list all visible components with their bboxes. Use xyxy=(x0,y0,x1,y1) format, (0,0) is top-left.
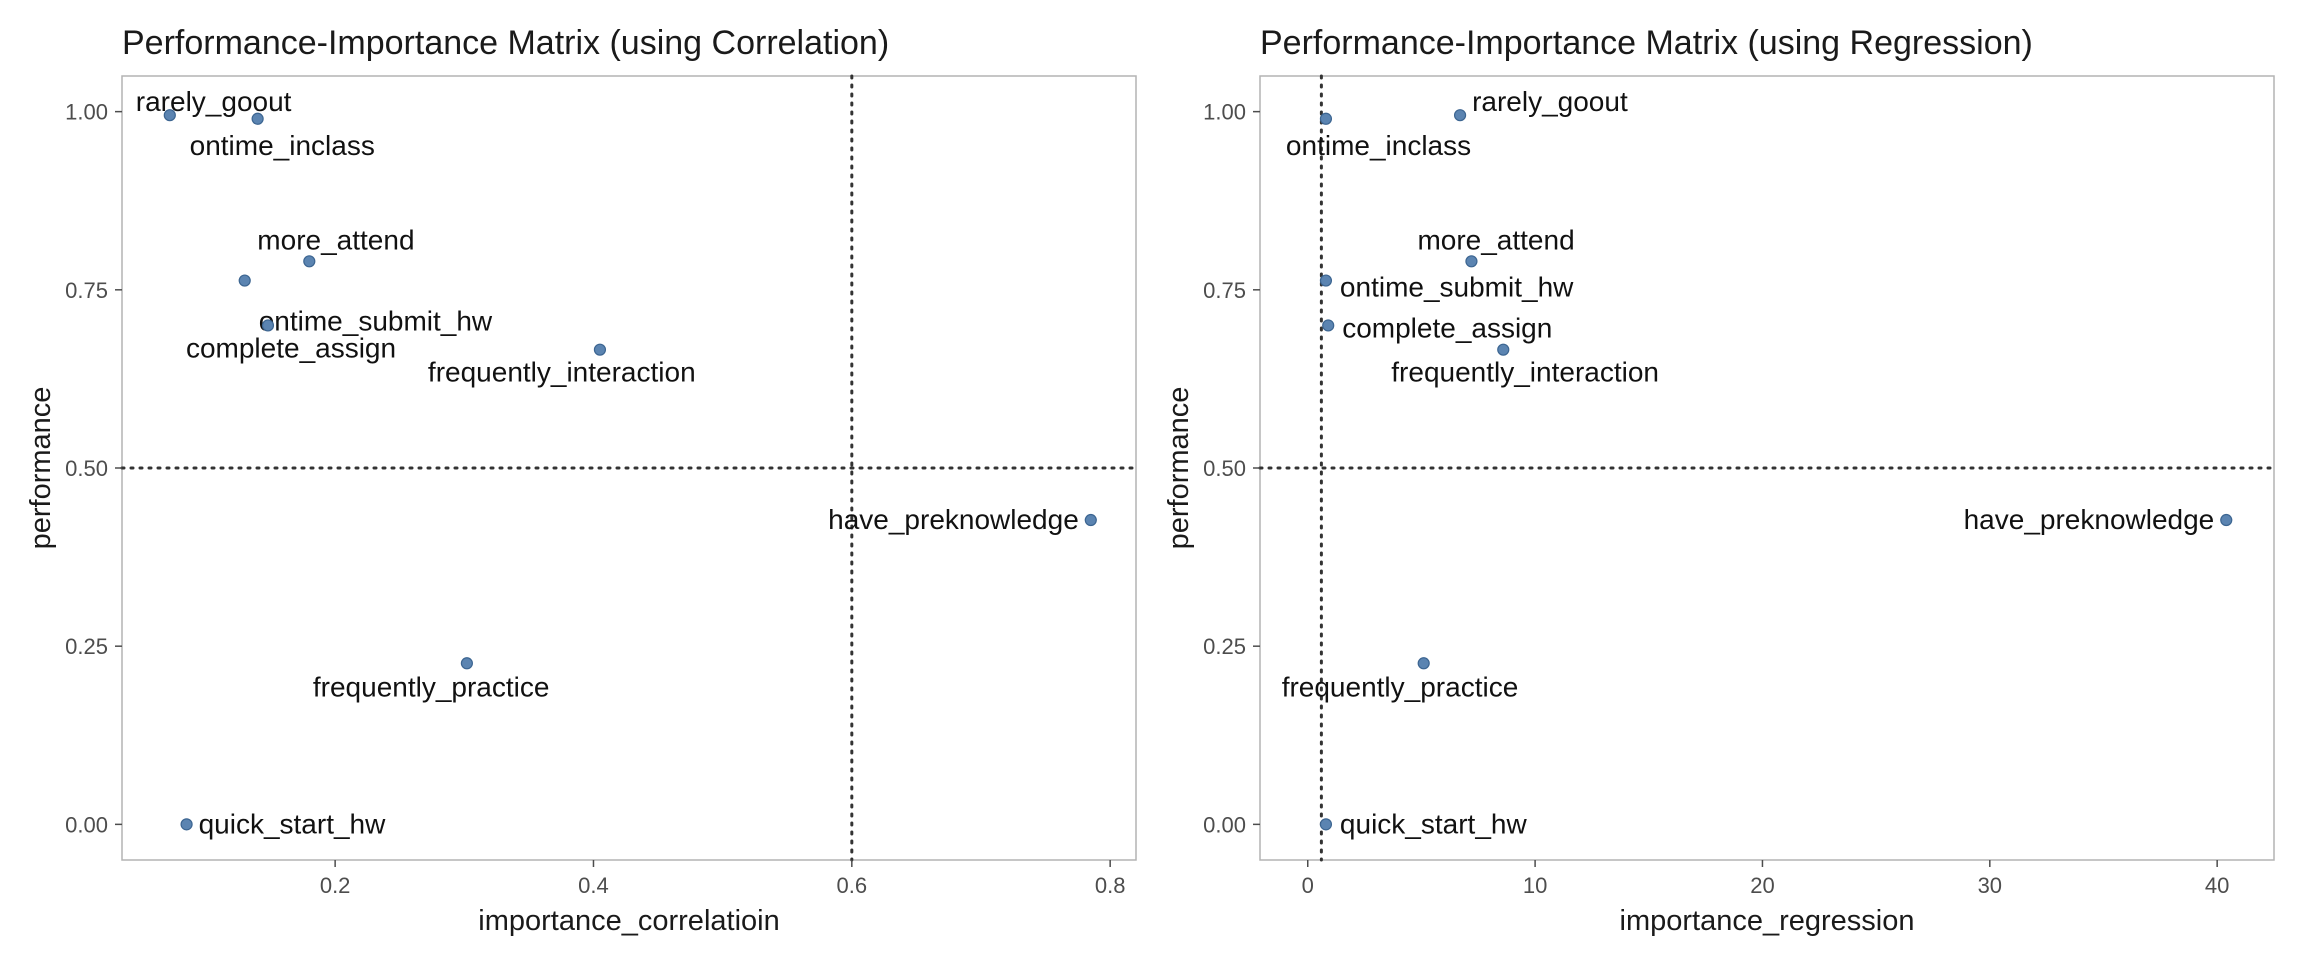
data-point-frequently-practice xyxy=(460,657,473,670)
x-axis-title: importance_regression xyxy=(1620,905,1915,937)
chart-title: Performance-Importance Matrix (using Reg… xyxy=(1260,24,2033,62)
data-label-complete-assign: complete_assign xyxy=(1342,312,1552,343)
y-tick-label: 0.75 xyxy=(65,278,108,303)
data-label-rarely-goout: rarely_goout xyxy=(1472,86,1628,117)
y-tick-label: 0.75 xyxy=(1203,278,1246,303)
chart-panel-2: Performance-Importance Matrix (using Reg… xyxy=(1163,24,2276,937)
data-point-ontime-inclass xyxy=(1319,112,1333,125)
data-label-frequently-interaction: frequently_interaction xyxy=(428,357,696,388)
data-label-ontime-submit-hw: ontime_submit_hw xyxy=(1340,272,1574,303)
data-point-rarely-goout xyxy=(1453,109,1467,122)
data-label-ontime-inclass: ontime_inclass xyxy=(190,130,375,161)
data-point-frequently-practice xyxy=(1417,657,1430,670)
data-point-complete-assign xyxy=(1322,319,1335,332)
data-point-rarely-goout xyxy=(163,109,176,122)
data-label-ontime-inclass: ontime_inclass xyxy=(1286,130,1471,161)
y-axis-title: performance xyxy=(1163,387,1195,550)
x-tick-label: 0 xyxy=(1302,873,1314,898)
data-point-more-attend xyxy=(1465,255,1478,268)
data-label-quick-start-hw: quick_start_hw xyxy=(1340,808,1528,839)
x-tick-label: 30 xyxy=(1978,873,2002,898)
y-tick-label: 0.50 xyxy=(1203,456,1246,481)
x-tick-label: 40 xyxy=(2205,873,2229,898)
data-point-frequently-interaction xyxy=(1497,343,1510,356)
x-tick-label: 10 xyxy=(1523,873,1547,898)
x-tick-label: 0.6 xyxy=(837,873,868,898)
data-point-more-attend xyxy=(303,255,316,268)
x-tick-label: 0.8 xyxy=(1095,873,1126,898)
data-point-quick-start-hw xyxy=(1319,818,1333,831)
data-point-ontime-submit-hw xyxy=(1319,274,1333,287)
data-label-complete-assign: complete_assign xyxy=(186,332,396,363)
data-point-have-preknowledge xyxy=(2220,513,2233,527)
data-label-frequently-practice: frequently_practice xyxy=(1282,671,1519,702)
data-label-quick-start-hw: quick_start_hw xyxy=(199,808,387,839)
y-tick-label: 0.50 xyxy=(65,456,108,481)
y-tick-label: 0.25 xyxy=(65,634,108,659)
data-point-quick-start-hw xyxy=(180,818,193,831)
chart-panel-1: Performance-Importance Matrix (using Cor… xyxy=(25,24,1138,937)
y-tick-label: 0.00 xyxy=(65,812,108,837)
data-label-have-preknowledge: have_preknowledge xyxy=(1964,504,2215,535)
data-point-ontime-submit-hw xyxy=(238,274,251,287)
data-point-have-preknowledge xyxy=(1084,513,1097,527)
x-tick-label: 0.4 xyxy=(578,873,609,898)
y-tick-label: 0.00 xyxy=(1203,812,1246,837)
x-axis-title: importance_correlatioin xyxy=(478,905,779,937)
data-label-frequently-practice: frequently_practice xyxy=(313,671,550,702)
data-label-more-attend: more_attend xyxy=(257,224,414,255)
y-tick-label: 0.25 xyxy=(1203,634,1246,659)
y-tick-label: 1.00 xyxy=(65,100,108,125)
data-point-ontime-inclass xyxy=(251,112,264,125)
data-point-frequently-interaction xyxy=(593,343,607,356)
data-label-rarely-goout: rarely_goout xyxy=(136,86,292,117)
data-label-frequently-interaction: frequently_interaction xyxy=(1391,357,1659,388)
chart-title: Performance-Importance Matrix (using Cor… xyxy=(122,24,889,62)
data-label-have-preknowledge: have_preknowledge xyxy=(828,504,1079,535)
data-label-ontime-submit-hw: ontime_submit_hw xyxy=(259,306,493,337)
data-label-more-attend: more_attend xyxy=(1417,224,1574,255)
x-tick-label: 0.2 xyxy=(320,873,351,898)
x-tick-label: 20 xyxy=(1750,873,1774,898)
data-point-complete-assign xyxy=(261,319,275,332)
y-axis-title: performance xyxy=(25,387,57,550)
y-tick-label: 1.00 xyxy=(1203,100,1246,125)
